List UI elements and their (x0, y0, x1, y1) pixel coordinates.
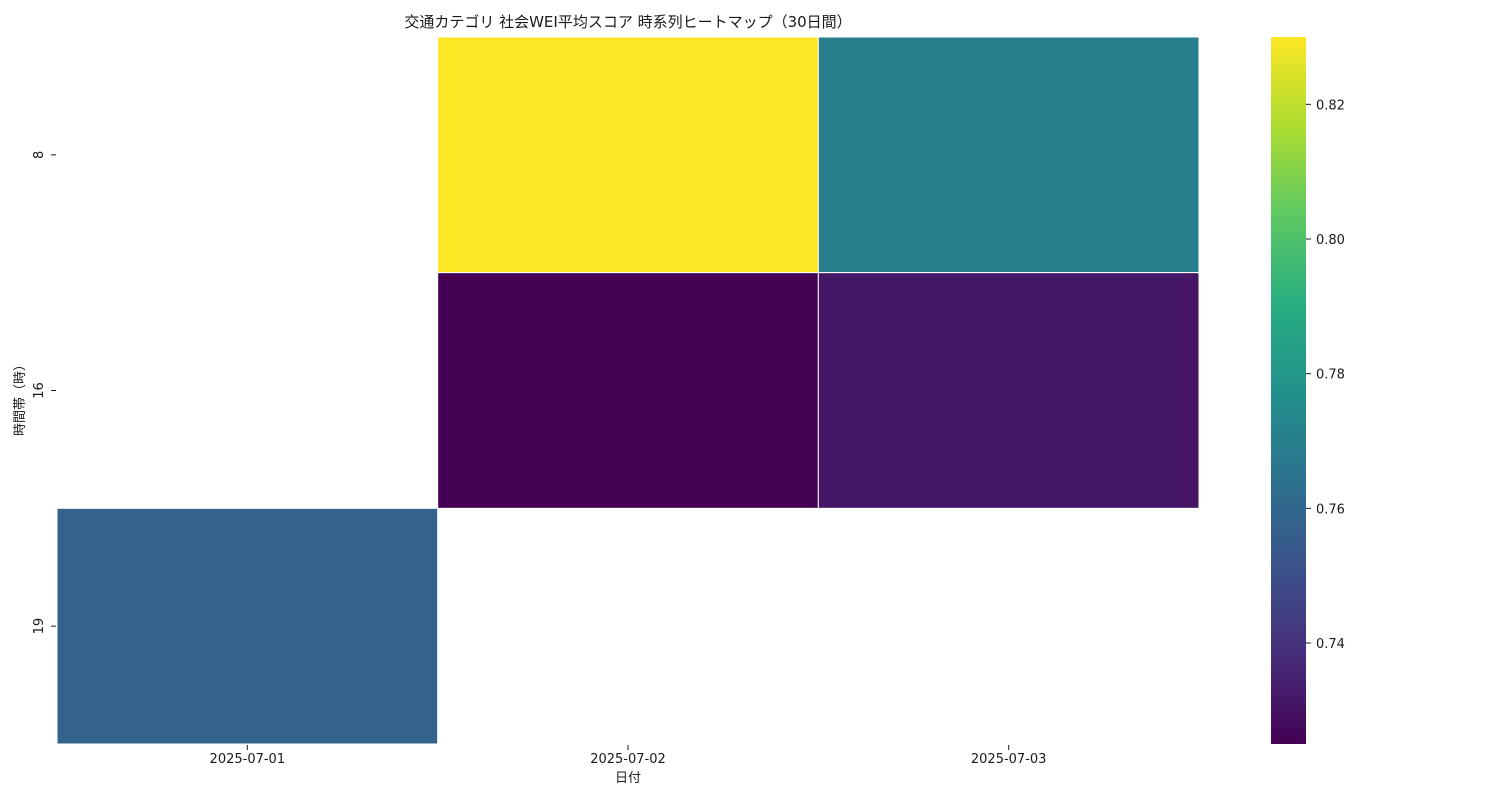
heatmap-cell (437, 272, 819, 509)
x-tick-label: 2025-07-03 (971, 752, 1047, 767)
x-axis-ticks: 2025-07-01 2025-07-02 2025-07-03 (210, 745, 1047, 767)
y-axis-ticks: 8 16 19 (32, 151, 56, 635)
x-tick-label: 2025-07-02 (590, 752, 666, 767)
y-tick-label: 16 (32, 382, 47, 399)
colorbar-tick-label: 0.82 (1316, 98, 1345, 113)
colorbar-tick-label: 0.74 (1316, 637, 1345, 652)
heatmap-cell (56, 507, 439, 745)
x-axis-label: 日付 (615, 771, 641, 786)
colorbar-tick-label: 0.76 (1316, 502, 1345, 517)
y-tick-label: 8 (32, 151, 47, 159)
y-tick-label: 19 (32, 618, 47, 635)
colorbar-ticks: 0.74 0.76 0.78 0.80 0.82 (1306, 98, 1345, 652)
chart-title: 交通カテゴリ 社会WEI平均スコア 時系列ヒートマップ（30日間） (404, 13, 851, 31)
x-tick-label: 2025-07-01 (210, 752, 286, 767)
heatmap-cell (437, 36, 819, 274)
y-axis-label: 時間帯（時） (13, 358, 28, 436)
colorbar-tick-label: 0.78 (1316, 368, 1345, 383)
colorbar-tick-label: 0.80 (1316, 233, 1345, 248)
colorbar: 0.74 0.76 0.78 0.80 0.82 (1271, 37, 1345, 744)
colorbar-gradient (1271, 37, 1306, 744)
heatmap-cell (817, 272, 1200, 509)
heatmap-cells (56, 36, 1200, 745)
heatmap-cell (817, 36, 1200, 274)
